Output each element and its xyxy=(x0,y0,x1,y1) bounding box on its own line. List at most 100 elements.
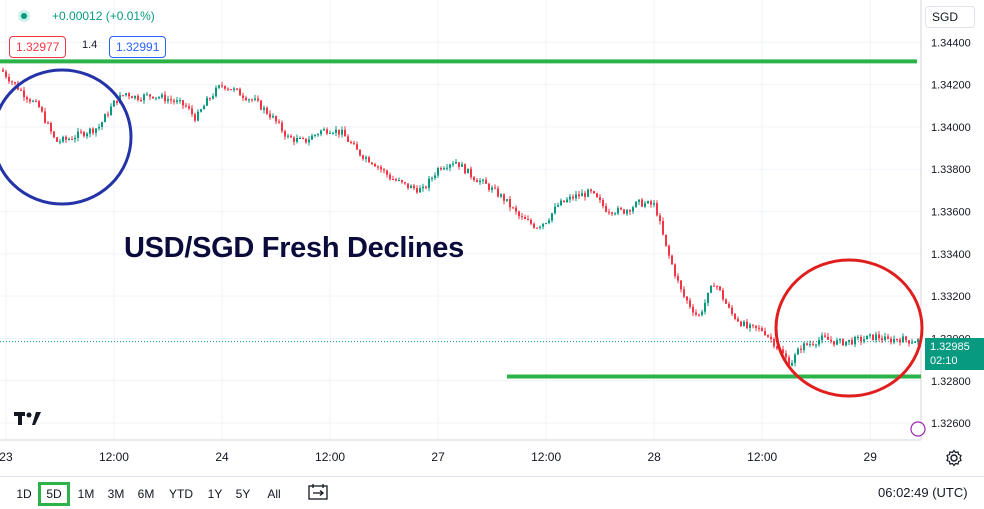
currency-selector[interactable]: SGD xyxy=(925,6,975,28)
candle-body xyxy=(767,335,769,337)
candle-body xyxy=(236,88,238,90)
candle-body xyxy=(710,285,712,293)
bid-price[interactable]: 1.32977 xyxy=(9,36,67,58)
candle-body xyxy=(497,188,499,197)
candle-body xyxy=(353,143,355,145)
candle-body xyxy=(128,93,130,97)
candle-body xyxy=(113,100,115,107)
last-price-value: 1.32985 xyxy=(930,341,970,353)
candle-body xyxy=(536,227,538,229)
candle-body xyxy=(467,168,469,174)
candle-body xyxy=(221,85,223,87)
candle-body xyxy=(311,135,313,140)
candle-body xyxy=(521,216,523,218)
price-tick-label: 1.34400 xyxy=(931,37,971,49)
candle-body xyxy=(35,100,37,102)
candle-body xyxy=(503,194,505,201)
settings-gear-icon[interactable] xyxy=(945,449,963,467)
candle-body xyxy=(44,111,46,123)
left-highlight-circle[interactable] xyxy=(0,68,133,206)
candle-body xyxy=(53,131,55,138)
candle-body xyxy=(803,343,805,350)
candle-body xyxy=(854,337,856,345)
candle-body xyxy=(206,97,208,106)
compare-icon[interactable] xyxy=(308,483,328,501)
candle-body xyxy=(146,94,148,96)
candle-body xyxy=(116,100,118,104)
candle-body xyxy=(512,207,514,209)
range-button-all[interactable]: All xyxy=(267,487,281,501)
candle-body xyxy=(395,179,397,181)
candle-body xyxy=(449,164,451,168)
range-button-3m[interactable]: 3M xyxy=(107,487,125,501)
range-button-5y[interactable]: 5Y xyxy=(235,487,251,501)
candle-body xyxy=(821,335,823,341)
candle-body xyxy=(773,339,775,347)
time-axis[interactable]: 23 12:00 24 12:00 27 12:00 28 12:00 29 xyxy=(0,450,877,464)
candle-body xyxy=(752,324,754,326)
candle-body xyxy=(614,213,616,215)
range-button-1m[interactable]: 1M xyxy=(77,487,95,501)
candle-body xyxy=(689,300,691,307)
candle-body xyxy=(650,201,652,205)
candle-body xyxy=(524,217,526,220)
candle-body xyxy=(683,289,685,297)
candle-body xyxy=(473,177,475,181)
candle-body xyxy=(860,336,862,342)
candle-body xyxy=(194,114,196,121)
candle-body xyxy=(464,164,466,174)
candle-body xyxy=(794,354,796,363)
candle-body xyxy=(341,129,343,135)
candle-body xyxy=(911,342,913,344)
candle-body xyxy=(902,336,904,343)
right-highlight-circle[interactable] xyxy=(774,258,924,398)
candle-body xyxy=(557,205,559,207)
candle-body xyxy=(554,206,556,214)
candle-body xyxy=(179,100,181,102)
candle-body xyxy=(806,343,808,345)
candle-body xyxy=(605,205,607,212)
candle-body xyxy=(227,88,229,90)
candle-body xyxy=(608,211,610,213)
candle-body xyxy=(59,141,61,143)
candle-body xyxy=(482,179,484,181)
candle-body xyxy=(539,226,541,228)
candle-body xyxy=(260,100,262,110)
candle-body xyxy=(671,255,673,265)
candle-body xyxy=(296,138,298,142)
candle-body xyxy=(701,311,703,315)
price-axis[interactable]: 1.34400 1.34200 1.34000 1.33800 1.33600 1.334… xyxy=(931,37,971,430)
candle-body xyxy=(80,131,82,133)
candle-body xyxy=(155,97,157,99)
candle-body xyxy=(899,339,901,343)
range-button-1d[interactable]: 1D xyxy=(16,487,32,501)
candle-body xyxy=(908,340,910,344)
range-button-ytd[interactable]: YTD xyxy=(169,487,193,501)
candle-body xyxy=(842,339,844,346)
candle-body xyxy=(722,290,724,300)
candle-body xyxy=(344,129,346,137)
ask-price[interactable]: 1.32991 xyxy=(109,36,167,58)
price-tick-label: 1.32600 xyxy=(931,418,971,430)
candle-body xyxy=(404,182,406,184)
candle-body xyxy=(50,123,52,132)
tradingview-logo-icon[interactable] xyxy=(14,410,42,431)
chart-headline: USD/SGD Fresh Declines xyxy=(124,232,464,264)
range-button-1y[interactable]: 1Y xyxy=(207,487,223,501)
candle-body xyxy=(602,200,604,206)
candle-body xyxy=(875,334,877,340)
candle-body xyxy=(764,330,766,336)
range-button-6m[interactable]: 6M xyxy=(137,487,155,501)
range-button-5d[interactable]: 5D xyxy=(38,482,70,506)
candle-body xyxy=(56,137,58,142)
candle-body xyxy=(89,128,91,134)
candle-body xyxy=(668,245,670,256)
candle-body xyxy=(299,137,301,139)
alert-icon[interactable] xyxy=(910,421,926,437)
candle-body xyxy=(104,114,106,123)
candle-body xyxy=(914,342,916,344)
utc-clock[interactable]: 06:02:49 (UTC) xyxy=(878,485,968,500)
candle-body xyxy=(620,207,622,210)
